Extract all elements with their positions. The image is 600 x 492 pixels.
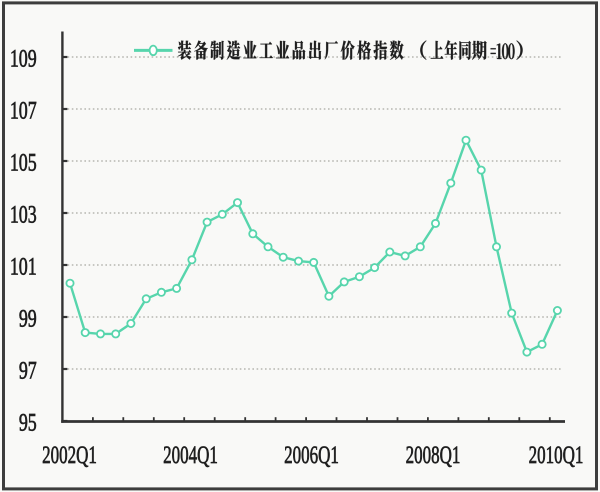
svg-text:109: 109: [10, 45, 37, 73]
svg-text:2010Q1: 2010Q1: [529, 441, 584, 469]
svg-text:101: 101: [10, 253, 37, 281]
svg-text:105: 105: [10, 149, 37, 177]
svg-text:2002Q1: 2002Q1: [42, 441, 97, 469]
svg-text:2008Q1: 2008Q1: [406, 441, 461, 469]
svg-text:107: 107: [10, 97, 37, 125]
svg-text:2004Q1: 2004Q1: [163, 441, 218, 469]
svg-text:103: 103: [10, 201, 37, 229]
svg-text:95: 95: [19, 409, 37, 437]
svg-text:99: 99: [19, 305, 37, 333]
svg-text:2006Q1: 2006Q1: [284, 441, 339, 469]
svg-text:97: 97: [19, 357, 37, 385]
